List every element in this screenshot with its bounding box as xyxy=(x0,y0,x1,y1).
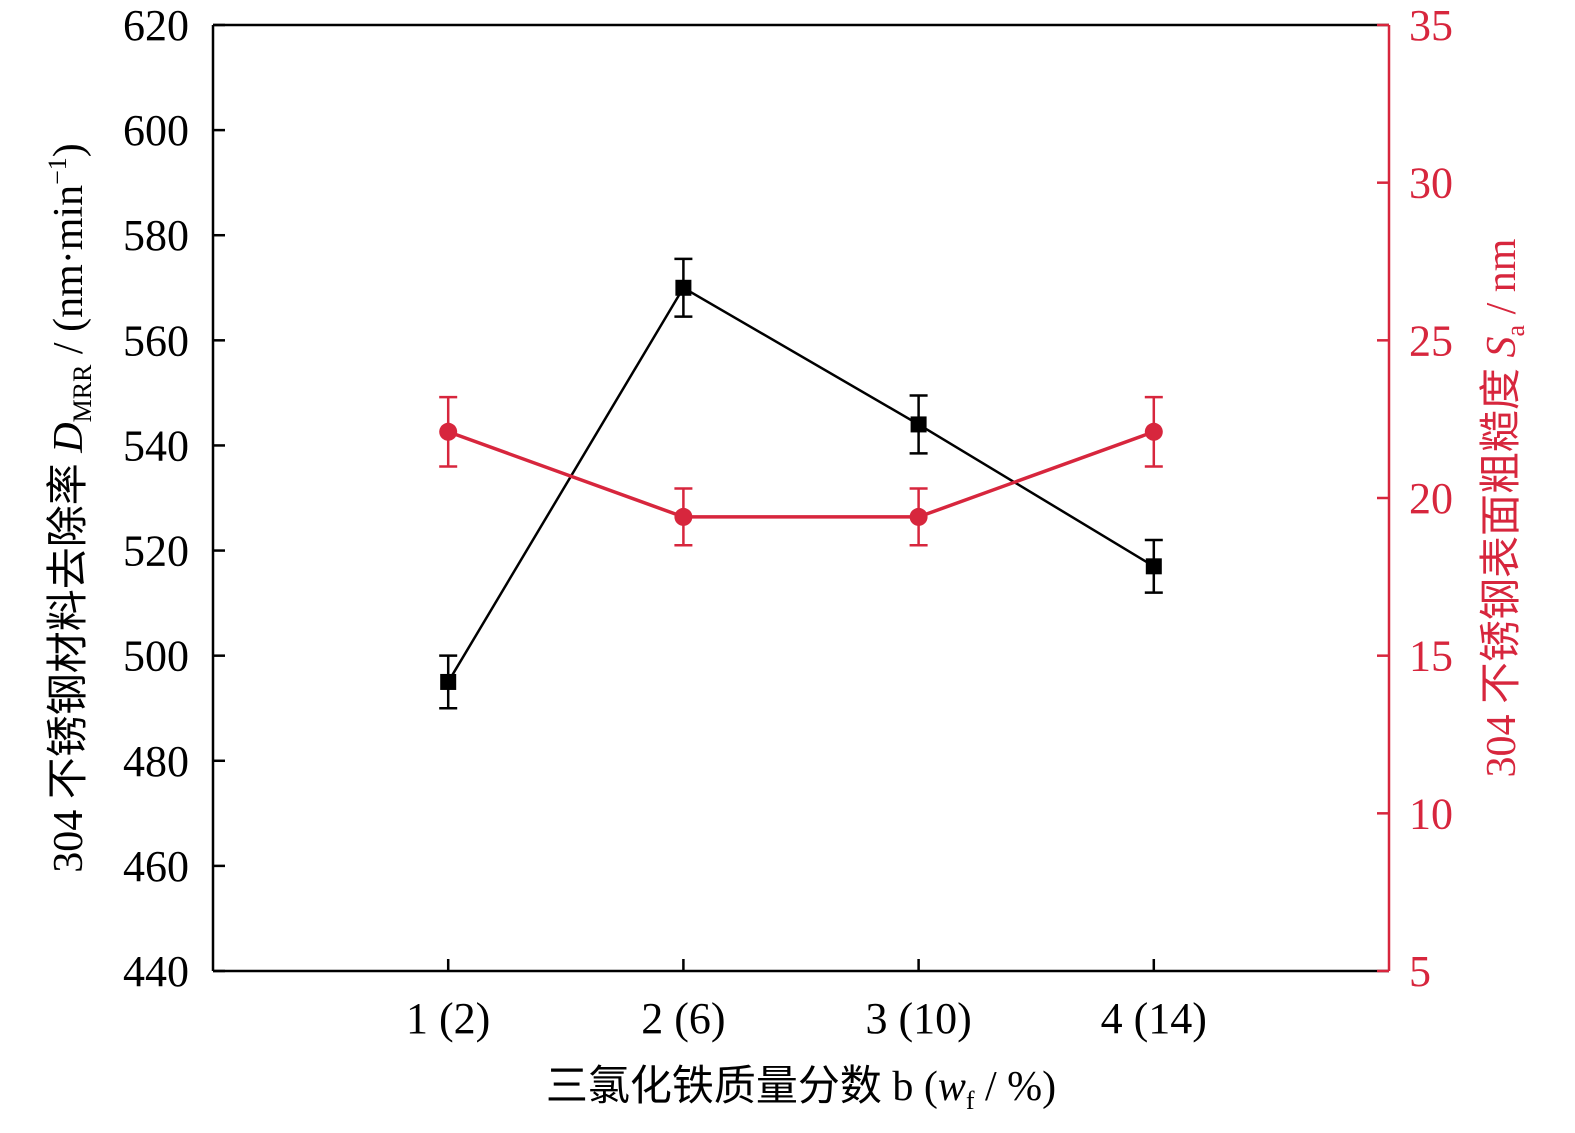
x-axis: 1 (2) 2 (6) 3 (10) 4 (14) xyxy=(406,959,1207,1043)
data-point xyxy=(675,279,692,296)
series-line xyxy=(447,286,1155,683)
x-tick-label: 1 (2) xyxy=(406,994,490,1043)
data-point xyxy=(674,507,693,526)
data-point xyxy=(439,422,458,441)
left-tick-label: 540 xyxy=(123,421,189,470)
right-tick-label: 35 xyxy=(1409,1,1453,50)
axis-titles: 三氯化铁质量分数 b (wf / %) 304 不锈钢材料去除率 DMRR / (… xyxy=(43,143,1530,1115)
left-tick-label: 620 xyxy=(123,1,189,50)
left-tick-label: 500 xyxy=(123,632,189,681)
x-tick-label: 4 (14) xyxy=(1101,994,1207,1043)
right-tick-label: 30 xyxy=(1409,159,1453,208)
data-point xyxy=(440,673,457,690)
left-tick-label: 480 xyxy=(123,737,189,786)
left-tick-label: 460 xyxy=(123,842,189,891)
left-tick-label: 580 xyxy=(123,211,189,260)
left-y-axis: 440 460 480 500 520 540 560 580 600 620 xyxy=(123,1,225,996)
left-axis-title: 304 不锈钢材料去除率 DMRR / (nm·min−1) xyxy=(43,143,97,873)
axes xyxy=(211,23,1391,973)
data-point xyxy=(1144,422,1163,441)
left-tick-label: 560 xyxy=(123,316,189,365)
left-tick-label: 440 xyxy=(123,947,189,996)
data-point xyxy=(909,507,928,526)
series-line xyxy=(447,430,1155,519)
right-y-axis: 5 10 15 20 25 30 35 xyxy=(1377,1,1453,996)
left-tick-label: 520 xyxy=(123,527,189,576)
x-axis-title: 三氯化铁质量分数 b (wf / %) xyxy=(546,1064,1056,1115)
right-axis-title: 304 不锈钢表面粗糙度 Sa / nm xyxy=(1479,238,1530,777)
series-2 xyxy=(439,395,1163,547)
left-tick-label: 600 xyxy=(123,106,189,155)
data-point xyxy=(910,416,927,433)
x-tick-label: 3 (10) xyxy=(865,994,971,1043)
right-tick-label: 5 xyxy=(1409,947,1431,996)
series-1 xyxy=(439,257,1163,710)
right-tick-label: 25 xyxy=(1409,316,1453,365)
series-group xyxy=(439,257,1163,710)
x-tick-label: 2 (6) xyxy=(641,994,725,1043)
right-tick-label: 20 xyxy=(1409,474,1453,523)
right-tick-label: 15 xyxy=(1409,632,1453,681)
data-point xyxy=(1145,558,1162,575)
right-tick-label: 10 xyxy=(1409,789,1453,838)
